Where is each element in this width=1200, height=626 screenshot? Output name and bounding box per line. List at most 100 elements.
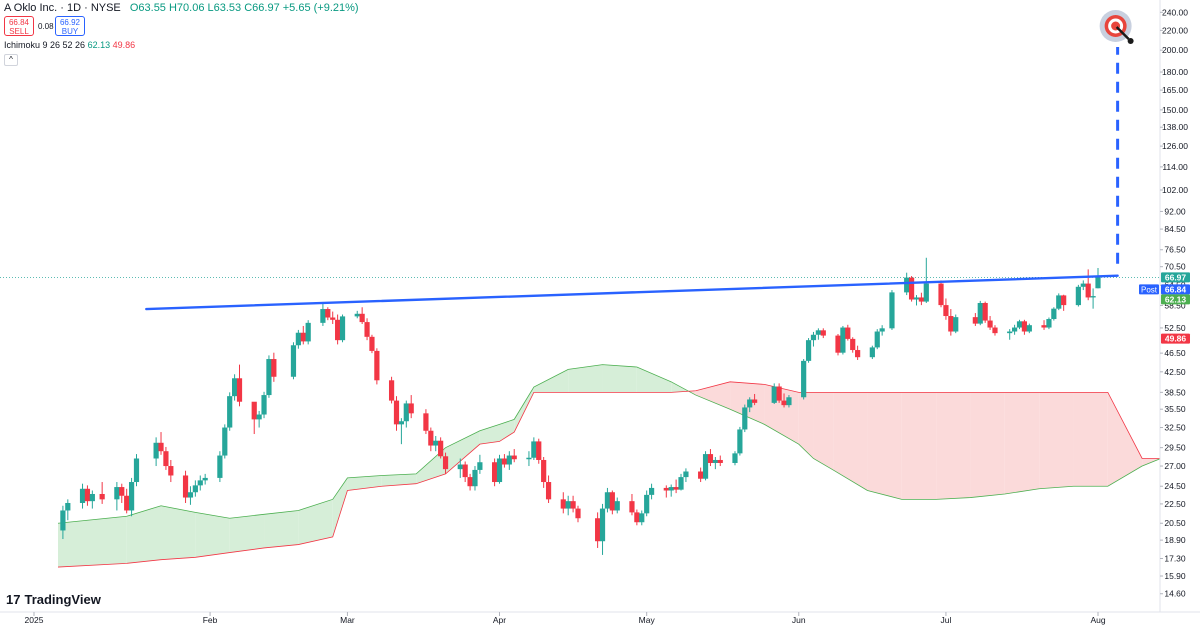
cloud-segment [381,473,417,487]
price-tick-label: 42.50 [1164,367,1186,377]
candle-body [79,488,86,503]
price-tick-label: 46.50 [1164,348,1186,358]
candle-body [403,403,409,422]
candle-body [913,297,920,300]
candle-body [531,441,537,458]
candle-body [1016,321,1023,328]
candle-body [325,309,331,318]
candle-body [295,332,301,346]
drawings[interactable] [0,10,1160,311]
time-tick-label: May [639,615,656,625]
time-axis[interactable]: 2025 Feb Mar Apr May Jun Jul Aug [0,611,1200,625]
cloud-segment [1004,392,1040,494]
cloud-segment [636,366,672,393]
candle-body [65,502,71,511]
price-tick-label: 76.50 [1164,245,1186,255]
candle-body [1080,283,1086,287]
time-tick-label: Jun [792,615,806,625]
logo-glyph: A [4,2,11,14]
candle-body [570,501,576,509]
cloud-segment [514,387,534,433]
price-tick-label: 27.00 [1164,461,1186,471]
candle-body [393,400,400,425]
sell-price: 66.84 [8,18,30,27]
price-tick-label: 126.00 [1162,141,1188,151]
price-tick-label: 114.00 [1162,162,1188,172]
cloud-segment [298,499,333,545]
candle-body [953,317,959,332]
tradingview-wordmark: TradingView [24,592,101,607]
candle-body [717,459,723,463]
candle-body [801,360,807,398]
price-tick-label: 17.30 [1164,553,1186,563]
candles [60,257,1101,555]
candle-body [644,494,650,514]
price-tick-label: 102.00 [1162,185,1188,195]
candle-body [182,475,189,498]
symbol-title[interactable]: A Oklo Inc. · 1D · NYSE [4,2,121,14]
buy-button[interactable]: 66.92 BUY [55,16,85,36]
candle-body [1095,277,1101,289]
candle-body [815,330,821,335]
candle-body [732,453,738,463]
time-tick-label: Aug [1090,615,1105,625]
cloud-segment [813,392,834,470]
candle-body [614,501,620,511]
price-axis-bg [1160,0,1200,626]
cloud-segment [195,512,230,558]
candle-body [364,322,370,337]
candle-body [820,330,826,336]
candle-body [388,380,395,401]
price-axis[interactable]: 240.00 220.00 200.00 180.00 165.00 150.00 138.… [1139,0,1200,626]
candle-body [168,466,174,476]
candle-body [492,462,498,483]
cloud-segment [833,392,868,491]
candle-body [354,313,360,317]
candle-body [835,335,841,353]
price-tick-label: 58.50 [1164,300,1186,310]
candle-body [335,319,341,341]
candle-body [477,462,483,470]
candle-body [511,455,517,460]
candle-body [869,347,875,358]
candle-body [776,386,782,401]
candle-body [1026,325,1032,332]
candle-body [462,464,468,478]
price-label-bg [1161,272,1190,283]
indicator-value-1: 62.13 [87,40,111,50]
price-label: 66.84 [1165,284,1187,294]
price-tick-label: 24.50 [1164,481,1186,491]
candle-body [943,305,949,317]
candle-body [1085,283,1091,298]
candle-body [609,492,615,511]
candle-body [599,508,606,542]
candle-body [707,454,714,463]
candle-body [987,320,993,328]
senkou-span-a [57,364,1200,524]
price-label-bg [1161,284,1190,295]
candle-body [742,407,748,430]
candle-body [805,340,812,361]
candle-body [261,395,267,415]
candle-body [923,283,929,302]
target-dart-tail [1127,38,1134,44]
candle-body [541,459,547,483]
candle-body [604,492,611,509]
candle-body [560,499,566,509]
collapse-legend-button[interactable]: ^ [4,54,18,66]
cloud-segment [229,514,265,553]
sell-button[interactable]: 66.84 SELL [4,16,34,36]
tradingview-logo[interactable]: 17 TradingView [6,592,101,607]
candle-body [84,488,91,502]
price-tick-label: 200.00 [1162,45,1188,55]
candle-body [948,316,954,332]
resistance-trendline[interactable] [145,274,1119,311]
candle-body [330,317,336,320]
candle-body [1041,325,1047,328]
candle-body [266,359,272,396]
indicator-legend[interactable]: Ichimoku 9 26 52 26 62.13 49.86 [4,40,135,50]
candle-body [712,459,718,463]
price-tick-label: 92.00 [1164,206,1186,216]
candle-body [251,401,257,420]
